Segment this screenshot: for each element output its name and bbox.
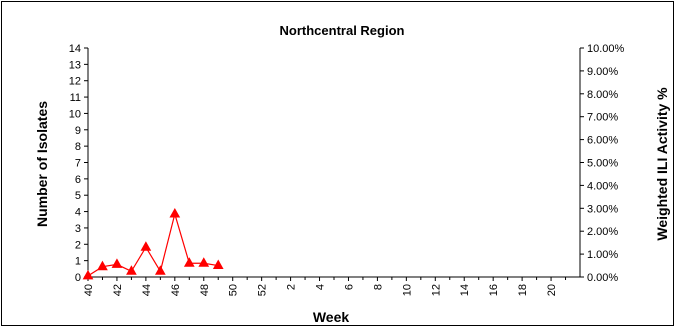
x-tick-label: 44 <box>141 284 153 296</box>
y-tick-label: 3 <box>75 223 81 235</box>
x-tick-label: 20 <box>546 284 558 296</box>
y2-tick-label: 4.00% <box>587 180 618 192</box>
y-tick-label: 8 <box>75 141 81 153</box>
x-axis-title: Week <box>313 309 350 325</box>
data-point-triangle <box>111 258 123 268</box>
y2-tick-label: 8.00% <box>587 89 618 101</box>
series-line <box>87 211 219 277</box>
x-tick-label: 48 <box>199 284 211 296</box>
chart-title: Northcentral Region <box>280 23 405 38</box>
x-tick-label: 2 <box>286 284 298 290</box>
data-point-triangle <box>97 260 108 271</box>
data-point-triangle <box>183 257 195 267</box>
data-point-triangle <box>126 265 137 275</box>
data-point-triangle <box>198 257 210 267</box>
y-tick-label: 9 <box>75 125 81 137</box>
y-tick-label: 12 <box>69 76 81 88</box>
y2-tick-label: 1.00% <box>587 249 618 261</box>
data-point-triangle <box>82 269 94 280</box>
y2-axis-title: Weighted ILI Activity % <box>654 87 670 241</box>
data-point-triangle <box>154 265 166 275</box>
x-tick-label: 40 <box>83 284 95 296</box>
y-tick-label: 0 <box>75 272 81 284</box>
x-tick-label: 50 <box>228 284 240 296</box>
x-tick-label: 12 <box>430 284 442 296</box>
x-tick-label: 46 <box>170 284 182 296</box>
y2-tick-label: 7.00% <box>587 112 618 124</box>
y-tick-label: 4 <box>75 207 81 219</box>
y-tick-label: 2 <box>75 239 81 251</box>
y-tick-label: 1 <box>75 256 81 268</box>
y2-tick-label: 9.00% <box>587 66 618 78</box>
x-tick-label: 52 <box>257 284 269 296</box>
y2-tick-label: 6.00% <box>587 135 618 147</box>
y-tick-label: 13 <box>69 59 81 71</box>
data-point-triangle <box>212 259 224 270</box>
y-tick-label: 5 <box>75 190 81 202</box>
x-tick-label: 14 <box>459 284 471 296</box>
y2-tick-label: 5.00% <box>587 158 618 170</box>
x-tick-label: 42 <box>112 284 124 296</box>
y2-tick-label: 2.00% <box>587 226 618 238</box>
x-tick-label: 4 <box>315 284 327 290</box>
y2-tick-label: 10.00% <box>587 43 625 55</box>
y-tick-label: 6 <box>75 174 81 186</box>
x-tick-label: 8 <box>372 284 384 290</box>
y2-tick-label: 0.00% <box>587 272 618 284</box>
x-tick-label: 6 <box>343 284 355 290</box>
series-layer <box>82 208 224 280</box>
y2-tick-label: 3.00% <box>587 203 618 215</box>
y-axis-title: Number of Isolates <box>34 101 50 227</box>
data-point-triangle <box>169 208 181 218</box>
data-point-triangle <box>140 241 152 251</box>
axes: 012345678910111213140.00%1.00%2.00%3.00%… <box>69 43 625 296</box>
x-tick-label: 16 <box>488 284 500 296</box>
y-tick-label: 14 <box>69 43 81 55</box>
x-tick-label: 18 <box>517 284 529 296</box>
y-tick-label: 7 <box>75 158 81 170</box>
y-tick-label: 10 <box>69 108 81 120</box>
x-tick-label: 10 <box>401 284 413 296</box>
y-tick-label: 11 <box>70 92 81 104</box>
